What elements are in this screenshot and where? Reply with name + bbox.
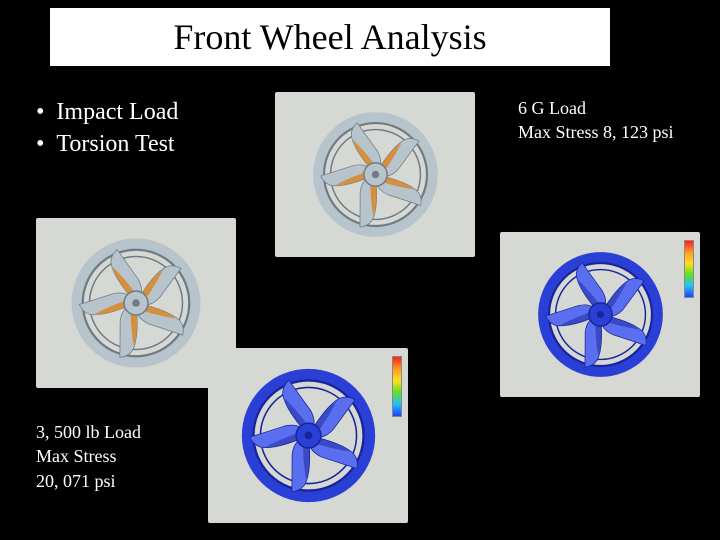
bullet-item: • Impact Load	[36, 96, 178, 128]
bullet-label: Impact Load	[56, 96, 178, 128]
wheel-graphic	[61, 228, 211, 378]
bullet-item: • Torsion Test	[36, 128, 178, 160]
page-title: Front Wheel Analysis	[173, 16, 486, 58]
bullet-dot: •	[36, 96, 44, 128]
bullet-list: • Impact Load • Torsion Test	[36, 96, 178, 161]
wheel-svg	[231, 358, 386, 513]
wheel-panel-top-center	[275, 92, 475, 257]
stress-legend	[392, 356, 402, 417]
bullet-label: Torsion Test	[56, 128, 174, 160]
caption-line: 3, 500 lb Load	[36, 420, 141, 444]
caption-line: Max Stress 8, 123 psi	[518, 120, 674, 144]
wheel-panel-mid-left	[36, 218, 236, 388]
wheel-graphic	[528, 242, 673, 387]
bottom-left-caption: 3, 500 lb Load Max Stress 20, 071 psi	[36, 420, 141, 493]
stress-legend	[684, 240, 694, 298]
wheel-graphic	[231, 358, 386, 513]
caption-line: Max Stress	[36, 444, 141, 468]
wheel-svg	[61, 228, 211, 378]
title-box: Front Wheel Analysis	[50, 8, 610, 66]
bullet-dot: •	[36, 128, 44, 160]
wheel-panel-bot-center	[208, 348, 408, 523]
right-caption: 6 G Load Max Stress 8, 123 psi	[518, 96, 674, 145]
caption-line: 20, 071 psi	[36, 469, 141, 493]
caption-line: 6 G Load	[518, 96, 674, 120]
wheel-svg	[528, 242, 673, 387]
wheel-panel-mid-right	[500, 232, 700, 397]
wheel-svg	[303, 102, 448, 247]
wheel-graphic	[303, 102, 448, 247]
